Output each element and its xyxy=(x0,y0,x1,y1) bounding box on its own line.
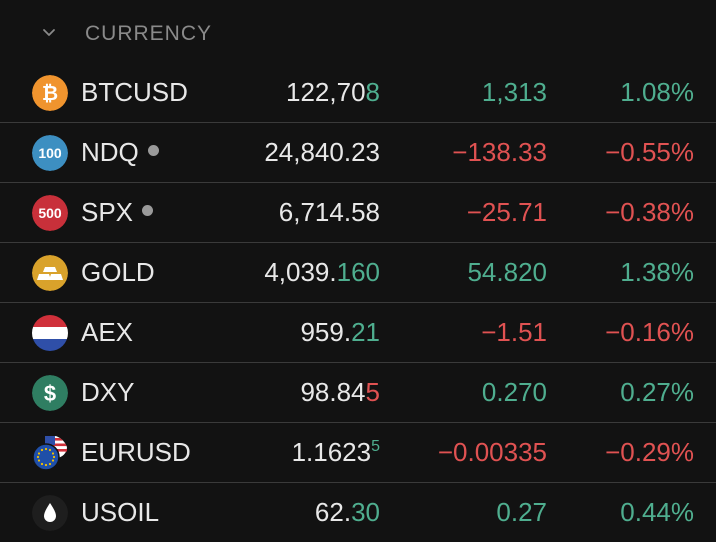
gold-bars-icon xyxy=(32,255,68,291)
price-change: 1,313 xyxy=(481,77,547,107)
last-price: 24,840.23 xyxy=(264,137,380,167)
price-change-percent: 0.27% xyxy=(620,377,694,407)
last-price: 62.30 xyxy=(314,497,380,527)
watchlist-row-usoil[interactable]: USOIL 62.30 0.27 0.44% xyxy=(0,482,716,542)
watchlist-row-aex[interactable]: AEX 959.21 −1.51 −0.16% xyxy=(0,302,716,362)
price-change-percent: −0.55% xyxy=(605,137,694,167)
bitcoin-icon: ₿ xyxy=(32,75,68,111)
last-price: 959.21 xyxy=(300,317,380,347)
section-title: CURRENCY xyxy=(85,22,213,45)
netherlands-flag-icon xyxy=(32,315,68,351)
price-change-percent: 1.38% xyxy=(620,257,694,287)
watchlist-row-ndq[interactable]: 100 NDQ 24,840.23 −138.33 −0.55% xyxy=(0,122,716,182)
nasdaq-100-icon: 100 xyxy=(32,135,68,171)
symbol-label: AEX xyxy=(81,317,134,347)
last-price: 4,039.160 xyxy=(264,257,380,287)
watchlist-row-spx[interactable]: 500 SPX 6,714.58 −25.71 −0.38% xyxy=(0,182,716,242)
watchlist-row-eurusd[interactable]: EURUSD 1.16235 −0.00335 −0.29% xyxy=(0,422,716,482)
price-change: −25.71 xyxy=(466,197,547,227)
symbol-label: BTCUSD xyxy=(81,77,188,107)
price-change-percent: 0.44% xyxy=(620,497,694,527)
eu-us-flags-icon xyxy=(32,435,68,471)
symbol-label: DXY xyxy=(81,377,135,407)
watchlist-row-btcusd[interactable]: ₿ BTCUSD 122,708 1,313 1.08% xyxy=(0,63,716,122)
watchlist-row-gold[interactable]: GOLD 4,039.160 54.820 1.38% xyxy=(0,242,716,302)
symbol-label: GOLD xyxy=(81,257,155,287)
svg-text:100: 100 xyxy=(38,145,62,161)
price-change: 0.270 xyxy=(481,377,547,407)
price-change: −1.51 xyxy=(481,317,547,347)
watchlist-row-dxy[interactable]: $ DXY 98.845 0.270 0.27% xyxy=(0,362,716,422)
svg-text:500: 500 xyxy=(38,205,62,221)
symbol-label: USOIL xyxy=(81,497,160,527)
chevron-down-icon[interactable] xyxy=(40,24,58,42)
svg-text:₿: ₿ xyxy=(42,81,58,105)
sp-500-icon: 500 xyxy=(32,195,68,231)
market-status-dot-icon xyxy=(142,205,154,216)
last-price: 6,714.58 xyxy=(278,197,380,227)
symbol-label: NDQ xyxy=(81,137,159,168)
price-change-percent: −0.29% xyxy=(605,437,694,467)
last-price: 122,708 xyxy=(286,77,380,107)
symbol-label: EURUSD xyxy=(81,437,191,467)
watchlist: ₿ BTCUSD 122,708 1,313 1.08% 100 NDQ 24,… xyxy=(0,63,716,542)
last-price: 98.845 xyxy=(300,377,380,407)
dollar-icon: $ xyxy=(32,375,68,411)
section-header-currency[interactable]: CURRENCY xyxy=(0,0,716,63)
last-price: 1.16235 xyxy=(291,437,380,467)
market-status-dot-icon xyxy=(147,145,159,156)
price-change: 0.27 xyxy=(496,497,547,527)
svg-text:$: $ xyxy=(44,381,56,406)
price-change: 54.820 xyxy=(467,257,547,287)
price-change: −138.33 xyxy=(452,137,547,167)
price-change-percent: −0.38% xyxy=(605,197,694,227)
price-change-percent: 1.08% xyxy=(620,77,694,107)
price-change: −0.00335 xyxy=(437,437,547,467)
price-change-percent: −0.16% xyxy=(605,317,694,347)
symbol-label: SPX xyxy=(81,197,154,228)
oil-drop-icon xyxy=(32,495,68,531)
